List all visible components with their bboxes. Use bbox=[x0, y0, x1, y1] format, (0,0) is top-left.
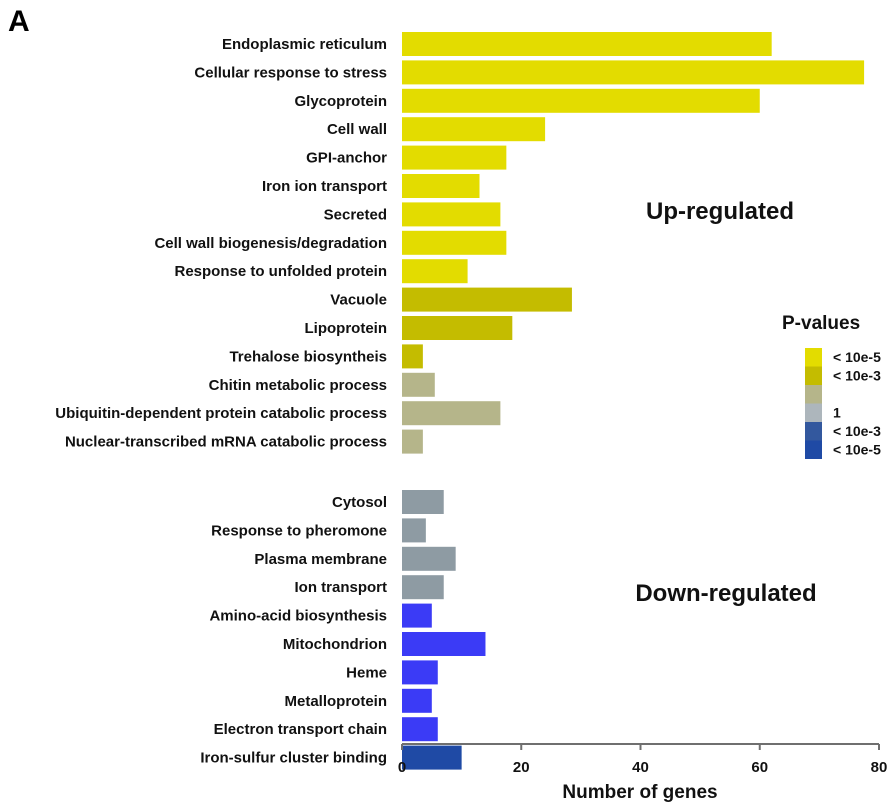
bar-cytosol bbox=[402, 490, 444, 514]
legend-label: 1 bbox=[833, 405, 841, 421]
category-label-cell-wall: Cell wall bbox=[327, 121, 387, 138]
category-label-cell-wall-biogenesis-degradation: Cell wall biogenesis/degradation bbox=[154, 235, 387, 252]
legend-items: < 10e-5 < 10e-3 1 < 10e-3 < 10e-5 bbox=[805, 348, 881, 459]
category-label-glycoprotein: Glycoprotein bbox=[294, 93, 387, 110]
category-label-gpi-anchor: GPI-anchor bbox=[306, 150, 387, 167]
bar-metalloprotein bbox=[402, 688, 432, 713]
category-label-secreted: Secreted bbox=[324, 206, 387, 223]
bar-heme bbox=[402, 660, 438, 685]
bar-ion-transport bbox=[402, 575, 444, 600]
bar-response-to-unfolded-protein bbox=[402, 259, 468, 284]
category-label-iron-sulfur-cluster-binding: Iron-sulfur cluster binding bbox=[200, 750, 387, 767]
bar-vacuole bbox=[402, 287, 572, 312]
legend-swatch bbox=[805, 422, 822, 441]
bar-chitin-metabolic-process bbox=[402, 372, 435, 397]
x-tick-label: 0 bbox=[398, 759, 406, 776]
legend-label: < 10e-5 bbox=[833, 349, 881, 365]
category-label-endoplasmic-reticulum: Endoplasmic reticulum bbox=[222, 36, 387, 53]
bar-amino-acid-biosynthesis bbox=[402, 603, 432, 628]
x-tick-label: 80 bbox=[871, 759, 888, 776]
category-labels: Endoplasmic reticulum Cellular response t… bbox=[55, 36, 387, 767]
bar-response-to-pheromone bbox=[402, 518, 426, 543]
category-label-iron-ion-transport: Iron ion transport bbox=[262, 178, 387, 195]
legend-swatch bbox=[805, 385, 822, 404]
legend: P-values < 10e-5 < 10e-3 1 < 10e-3 < 10e-5 bbox=[782, 313, 881, 459]
category-label-vacuole: Vacuole bbox=[330, 292, 387, 309]
x-ticks: 0 20 40 60 80 bbox=[398, 744, 888, 776]
legend-swatch bbox=[805, 366, 822, 385]
category-label-nuclear-transcribed-mrna-catabolic-process: Nuclear-transcribed mRNA catabolic proce… bbox=[65, 434, 387, 451]
up-regulated-label: Up-regulated bbox=[646, 198, 794, 225]
legend-label: < 10e-3 bbox=[833, 423, 881, 439]
bar-lipoprotein bbox=[402, 316, 513, 340]
bar-mitochondrion bbox=[402, 632, 486, 656]
bar-cell-wall bbox=[402, 117, 546, 142]
legend-label: < 10e-3 bbox=[833, 368, 881, 384]
bar-ubiquitin-dependent-protein-catabolic-process bbox=[402, 401, 501, 426]
legend-label: < 10e-5 bbox=[833, 442, 881, 458]
x-tick-label: 20 bbox=[513, 759, 530, 776]
category-label-response-to-pheromone: Response to pheromone bbox=[211, 522, 387, 539]
bar-cell-wall-biogenesis-degradation bbox=[402, 230, 507, 255]
legend-swatch bbox=[805, 403, 822, 422]
category-label-mitochondrion: Mitochondrion bbox=[283, 636, 387, 653]
bar-iron-ion-transport bbox=[402, 174, 480, 198]
category-label-cytosol: Cytosol bbox=[332, 494, 387, 511]
category-label-ubiquitin-dependent-protein-catabolic-process: Ubiquitin-dependent protein catabolic pr… bbox=[55, 405, 387, 422]
bar-electron-transport-chain bbox=[402, 717, 438, 742]
bar-gpi-anchor bbox=[402, 145, 507, 170]
bars bbox=[402, 32, 865, 770]
category-label-chitin-metabolic-process: Chitin metabolic process bbox=[209, 377, 387, 394]
category-label-metalloprotein: Metalloprotein bbox=[284, 693, 387, 710]
legend-swatch bbox=[805, 348, 822, 367]
category-label-response-to-unfolded-protein: Response to unfolded protein bbox=[175, 263, 388, 280]
bar-endoplasmic-reticulum bbox=[402, 32, 772, 56]
bar-secreted bbox=[402, 202, 501, 227]
panel-letter: A bbox=[8, 5, 30, 38]
bar-glycoprotein bbox=[402, 88, 760, 113]
bar-trehalose-biosyntheis bbox=[402, 344, 423, 369]
x-axis-label: Number of genes bbox=[562, 782, 717, 803]
legend-title: P-values bbox=[782, 313, 860, 334]
legend-swatch bbox=[805, 440, 822, 459]
category-label-lipoprotein: Lipoprotein bbox=[305, 320, 388, 337]
x-tick-label: 60 bbox=[751, 759, 768, 776]
x-axis: 0 20 40 60 80 Number of genes bbox=[398, 743, 888, 803]
category-label-ion-transport: Ion transport bbox=[295, 579, 388, 596]
x-tick-label: 40 bbox=[632, 759, 649, 776]
bar-iron-sulfur-cluster-binding bbox=[402, 745, 462, 770]
category-label-heme: Heme bbox=[346, 664, 387, 681]
down-regulated-label: Down-regulated bbox=[635, 580, 816, 607]
category-label-plasma-membrane: Plasma membrane bbox=[254, 551, 387, 568]
category-label-cellular-response-to-stress: Cellular response to stress bbox=[194, 64, 387, 81]
category-label-electron-transport-chain: Electron transport chain bbox=[214, 721, 387, 738]
category-label-trehalose-biosyntheis: Trehalose biosyntheis bbox=[229, 348, 387, 365]
group-annotations: Up-regulated Down-regulated bbox=[635, 198, 816, 607]
bar-plasma-membrane bbox=[402, 546, 456, 571]
bar-cellular-response-to-stress bbox=[402, 60, 865, 85]
bar-nuclear-transcribed-mrna-catabolic-process bbox=[402, 429, 423, 454]
category-label-amino-acid-biosynthesis: Amino-acid biosynthesis bbox=[209, 608, 387, 625]
